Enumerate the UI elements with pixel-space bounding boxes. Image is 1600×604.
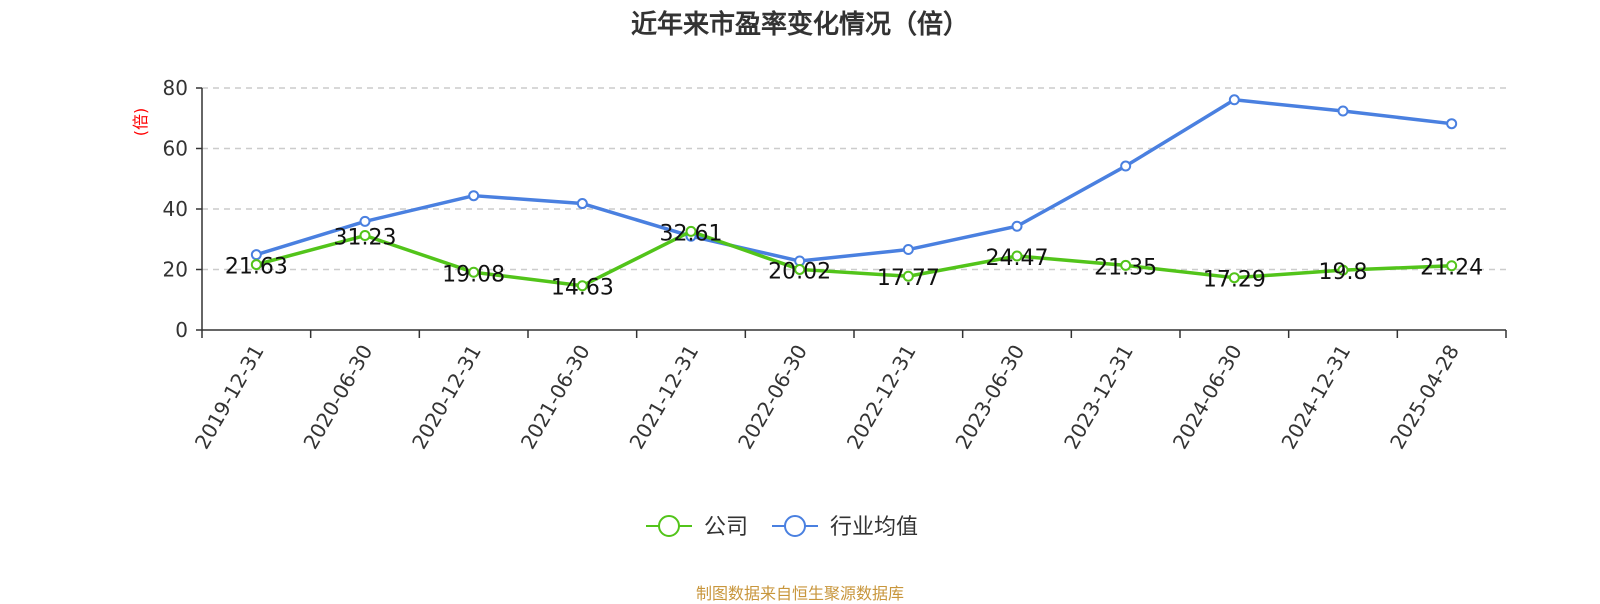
data-point bbox=[576, 280, 588, 292]
y-tick-label: 60 bbox=[163, 137, 188, 161]
legend-marker-icon bbox=[658, 515, 680, 537]
data-label: 14.63 bbox=[551, 276, 614, 301]
x-tick-label: 2021-06-30 bbox=[516, 341, 595, 454]
data-label: 19.8 bbox=[1319, 260, 1368, 285]
data-point bbox=[1011, 220, 1023, 232]
data-label: 21.63 bbox=[225, 255, 288, 280]
data-point bbox=[685, 225, 697, 237]
data-point bbox=[794, 263, 806, 275]
x-tick-label: 2024-12-31 bbox=[1276, 341, 1355, 454]
data-label: 21.24 bbox=[1420, 256, 1483, 281]
data-label: 17.77 bbox=[877, 266, 940, 291]
data-point bbox=[468, 266, 480, 278]
y-axis-label: (倍) bbox=[131, 108, 150, 137]
chart-title: 近年来市盈率变化情况（倍） bbox=[630, 10, 969, 40]
x-tick-label: 2019-12-31 bbox=[190, 341, 269, 454]
x-tick-label: 2020-12-31 bbox=[407, 341, 486, 454]
data-point bbox=[1120, 160, 1132, 172]
x-tick-label: 2025-04-28 bbox=[1385, 341, 1464, 454]
legend-item: 公司 bbox=[646, 515, 748, 540]
series-line-1 bbox=[255, 98, 1452, 263]
data-point bbox=[359, 230, 371, 242]
series-line-0 bbox=[255, 229, 1452, 288]
x-tick-label: 2020-06-30 bbox=[298, 341, 377, 454]
x-tick-label: 2021-12-31 bbox=[624, 341, 703, 454]
data-label: 20.02 bbox=[768, 259, 831, 284]
data-point bbox=[902, 270, 914, 282]
y-tick-label: 40 bbox=[163, 197, 188, 221]
legend-marker-icon bbox=[784, 515, 806, 537]
series-lines bbox=[250, 94, 1458, 292]
data-label: 24.47 bbox=[986, 246, 1049, 271]
y-tick-label: 0 bbox=[175, 318, 188, 342]
axes: 0 20 40 60 80 2019-12-31 2020-06-30 2020-12-31 2… bbox=[163, 76, 1507, 454]
data-point bbox=[576, 198, 588, 210]
x-tick-label: 2023-06-30 bbox=[950, 341, 1029, 454]
data-label: 21.35 bbox=[1094, 255, 1157, 280]
data-point bbox=[1120, 259, 1132, 271]
x-tick-label: 2022-06-30 bbox=[733, 341, 812, 454]
y-tick-label: 20 bbox=[163, 258, 188, 282]
data-point bbox=[468, 190, 480, 202]
x-tick-label: 2023-12-31 bbox=[1059, 341, 1138, 454]
data-point bbox=[1446, 260, 1458, 272]
source-note: 制图数据来自恒生聚源数据库 bbox=[695, 584, 904, 603]
data-point bbox=[1228, 94, 1240, 106]
data-point bbox=[1228, 272, 1240, 284]
legend-item: 行业均值 bbox=[772, 515, 918, 540]
x-tick-label: 2022-12-31 bbox=[842, 341, 921, 454]
data-label: 32.61 bbox=[660, 221, 723, 246]
data-labels: 21.63 31.23 19.08 14.63 32.61 20.02 17.77 24.47… bbox=[225, 221, 1483, 300]
data-point bbox=[1011, 250, 1023, 262]
data-point bbox=[359, 215, 371, 227]
legend-label: 公司 bbox=[704, 515, 748, 540]
data-point bbox=[902, 244, 914, 256]
legend-label: 行业均值 bbox=[830, 515, 918, 540]
y-tick-label: 80 bbox=[163, 76, 188, 100]
legend: 公司 行业均值 bbox=[646, 515, 918, 540]
x-tick-label: 2024-06-30 bbox=[1168, 341, 1247, 454]
data-label: 17.29 bbox=[1203, 268, 1266, 293]
data-point bbox=[1446, 118, 1458, 130]
data-point bbox=[1337, 264, 1349, 276]
data-point bbox=[1337, 105, 1349, 117]
data-point bbox=[250, 259, 262, 271]
data-label: 19.08 bbox=[442, 262, 505, 287]
grid-lines bbox=[202, 87, 1506, 271]
data-label: 31.23 bbox=[334, 226, 397, 251]
